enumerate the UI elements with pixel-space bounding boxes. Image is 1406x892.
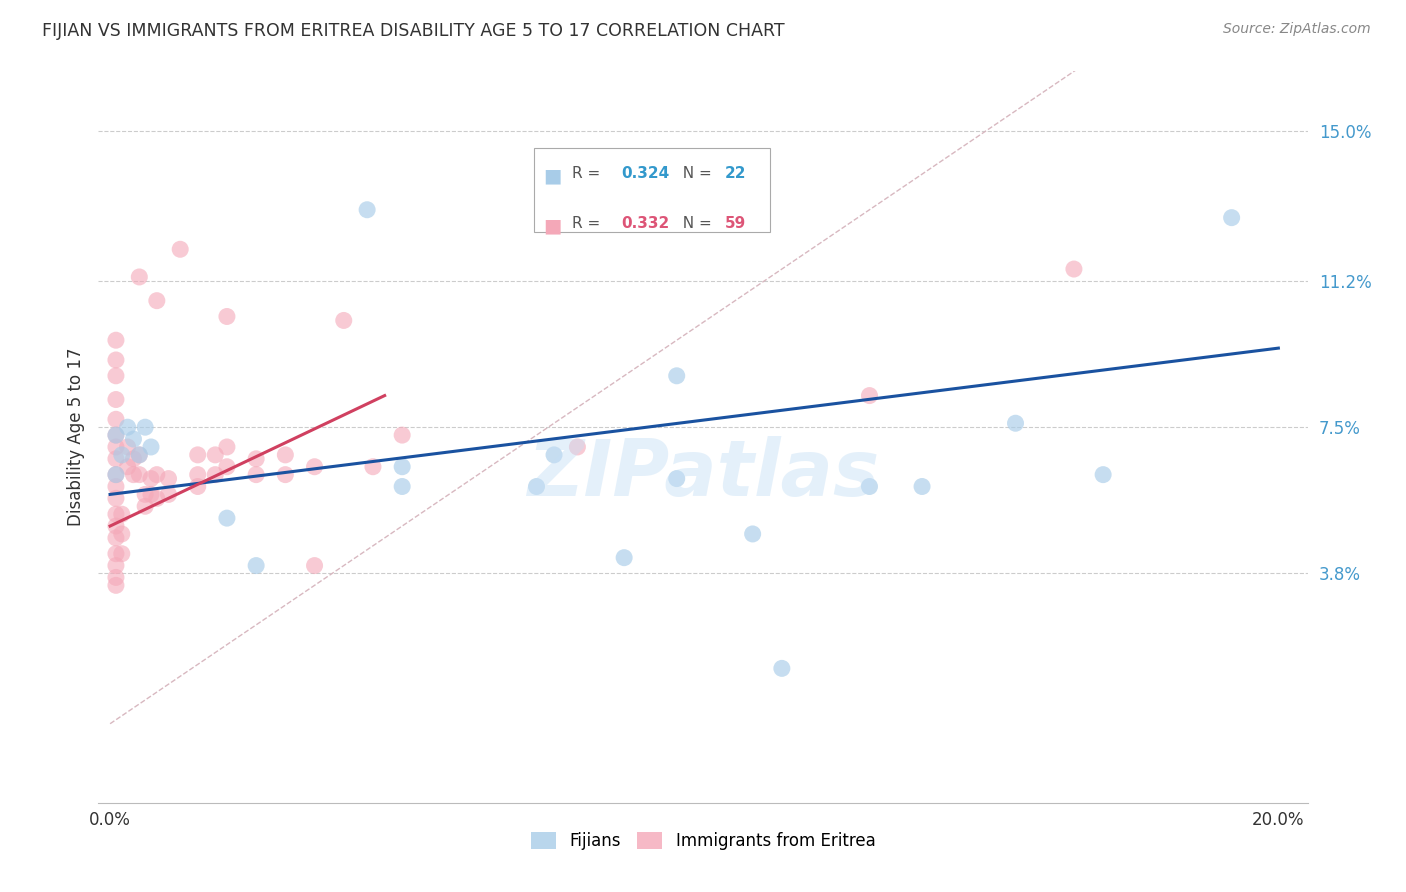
Point <box>187 479 209 493</box>
Point <box>128 448 150 462</box>
Point <box>391 479 413 493</box>
Point <box>128 269 150 284</box>
Point <box>104 519 127 533</box>
Point <box>543 448 565 462</box>
Point <box>169 242 191 256</box>
Point <box>128 467 150 482</box>
Point <box>104 491 127 506</box>
Point <box>665 472 688 486</box>
Text: ■: ■ <box>543 167 562 186</box>
Point <box>215 440 238 454</box>
Point <box>245 451 267 466</box>
Point <box>858 479 880 493</box>
Point <box>304 558 326 573</box>
Point <box>215 459 238 474</box>
Point <box>187 448 209 462</box>
Point <box>104 531 127 545</box>
Point <box>117 420 139 434</box>
Point <box>245 558 267 573</box>
Text: 22: 22 <box>724 167 747 181</box>
Point <box>104 412 127 426</box>
Point <box>567 440 589 454</box>
Text: 0.332: 0.332 <box>621 216 669 231</box>
Point <box>356 202 378 217</box>
Text: Source: ZipAtlas.com: Source: ZipAtlas.com <box>1223 22 1371 37</box>
Point <box>361 459 384 474</box>
Point <box>104 451 127 466</box>
Point <box>1092 467 1115 482</box>
Text: N =: N = <box>672 216 717 231</box>
Point <box>104 333 127 347</box>
Point <box>122 451 145 466</box>
Text: R =: R = <box>572 167 606 181</box>
Point <box>104 428 127 442</box>
Point <box>146 467 169 482</box>
Point <box>304 459 326 474</box>
Point <box>911 479 934 493</box>
Point <box>139 487 162 501</box>
Point <box>111 547 134 561</box>
Text: 59: 59 <box>724 216 747 231</box>
Point <box>104 353 127 368</box>
Point <box>104 547 127 561</box>
Point <box>665 368 688 383</box>
Point <box>157 472 180 486</box>
Point <box>104 507 127 521</box>
Point <box>117 459 139 474</box>
Point <box>187 467 209 482</box>
Point <box>104 570 127 584</box>
Point <box>613 550 636 565</box>
Point <box>134 420 156 434</box>
Point <box>104 428 127 442</box>
Y-axis label: Disability Age 5 to 17: Disability Age 5 to 17 <box>66 348 84 526</box>
Point <box>111 448 134 462</box>
Point <box>134 487 156 501</box>
Point <box>1004 416 1026 430</box>
Text: FIJIAN VS IMMIGRANTS FROM ERITREA DISABILITY AGE 5 TO 17 CORRELATION CHART: FIJIAN VS IMMIGRANTS FROM ERITREA DISABI… <box>42 22 785 40</box>
Point <box>128 448 150 462</box>
Point <box>204 448 226 462</box>
Text: ■: ■ <box>543 216 562 235</box>
Point <box>146 491 169 506</box>
Point <box>111 527 134 541</box>
Point <box>1220 211 1243 225</box>
Point <box>215 310 238 324</box>
Point <box>117 440 139 454</box>
Point <box>104 578 127 592</box>
Point <box>134 500 156 514</box>
Point <box>391 428 413 442</box>
Point <box>274 467 297 482</box>
Point <box>146 293 169 308</box>
Point <box>122 467 145 482</box>
Point <box>157 487 180 501</box>
Text: ZIPatlas: ZIPatlas <box>527 435 879 512</box>
Point <box>111 507 134 521</box>
Point <box>770 661 793 675</box>
Text: N =: N = <box>672 167 717 181</box>
Text: R =: R = <box>572 216 606 231</box>
Point <box>139 440 162 454</box>
Point <box>391 459 413 474</box>
Point <box>204 467 226 482</box>
Point <box>139 472 162 486</box>
Point <box>741 527 763 541</box>
Point <box>104 368 127 383</box>
Legend: Fijians, Immigrants from Eritrea: Fijians, Immigrants from Eritrea <box>524 825 882 856</box>
Point <box>104 392 127 407</box>
Point <box>1063 262 1085 277</box>
Point <box>122 432 145 446</box>
Point <box>104 558 127 573</box>
Point <box>104 467 127 482</box>
Point <box>245 467 267 482</box>
FancyBboxPatch shape <box>534 148 769 232</box>
Point <box>104 440 127 454</box>
Point <box>858 388 880 402</box>
Point <box>274 448 297 462</box>
Point <box>104 479 127 493</box>
Point <box>526 479 548 493</box>
Text: 0.324: 0.324 <box>621 167 669 181</box>
Point <box>215 511 238 525</box>
Point <box>104 467 127 482</box>
Point <box>332 313 354 327</box>
